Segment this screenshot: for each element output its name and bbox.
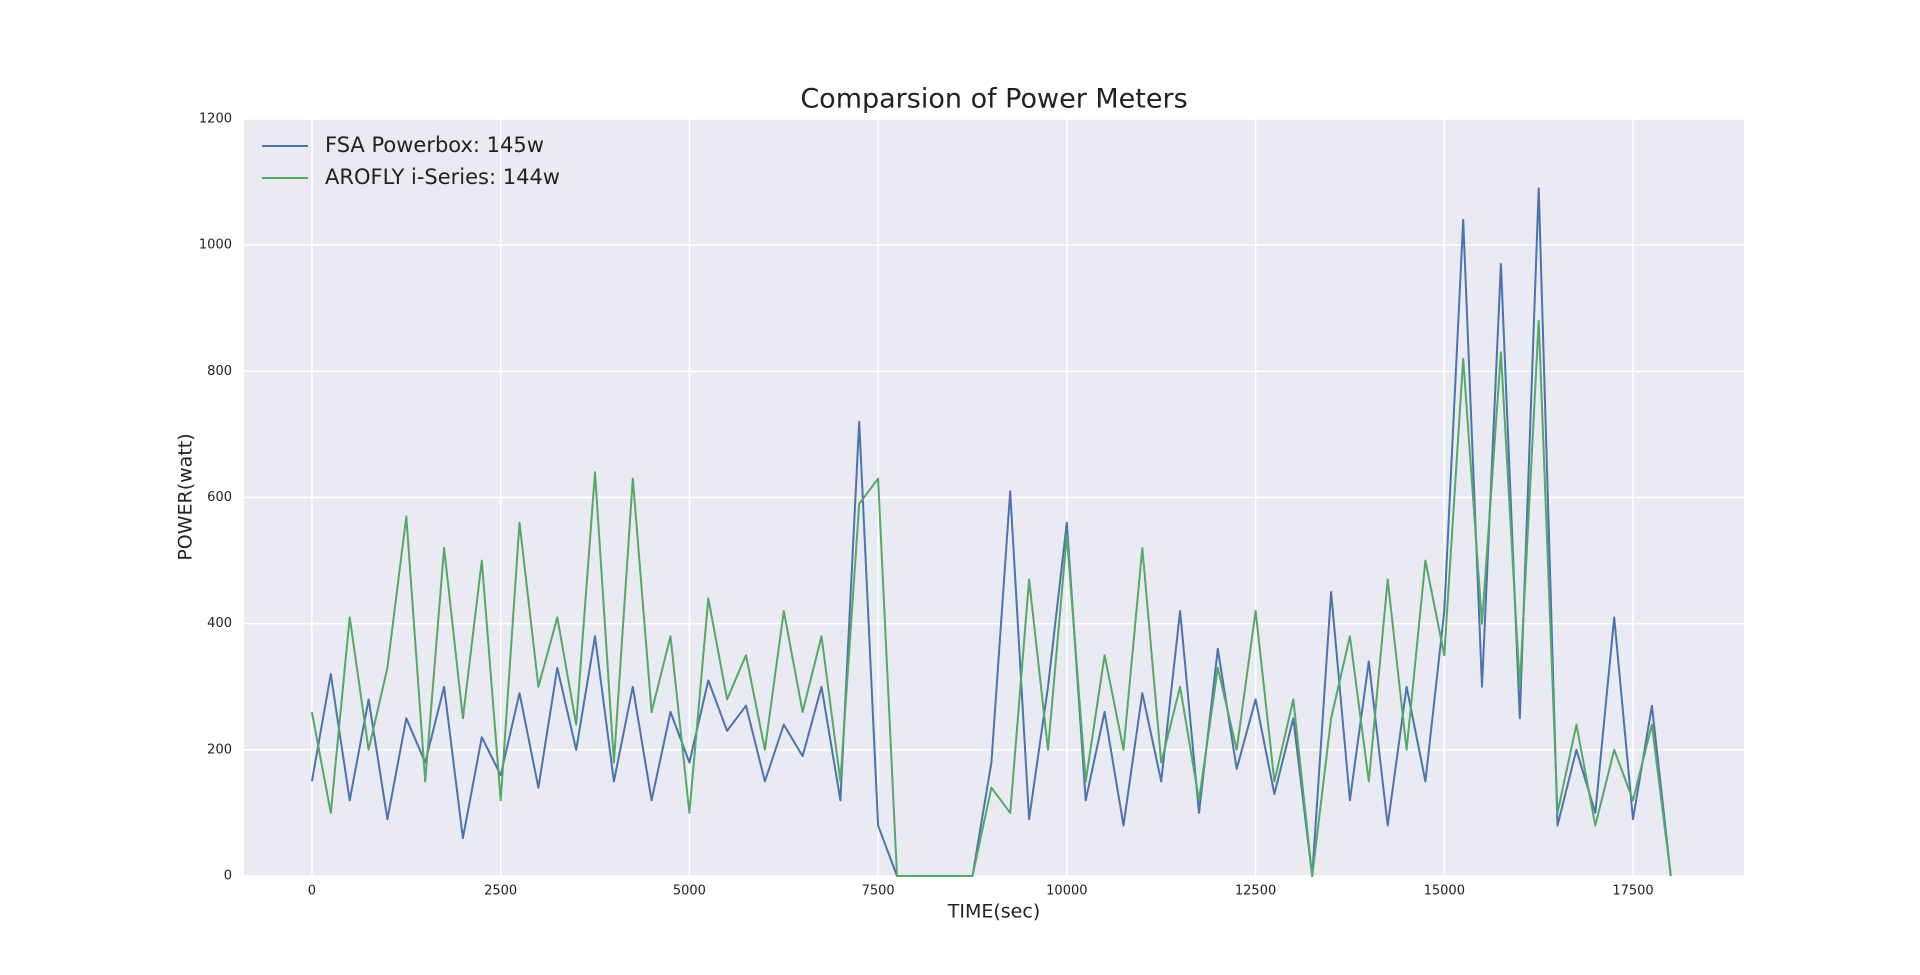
x-tick-label: 10000 [1046, 884, 1087, 899]
y-tick-label: 1000 [199, 238, 232, 253]
x-axis-label: TIME(sec) [947, 901, 1040, 923]
x-tick-label: 0 [308, 884, 316, 899]
series-line [310, 187, 1672, 877]
y-tick-label: 0 [224, 869, 232, 884]
legend-label: AROFLY i-Series: 144w [325, 165, 560, 189]
x-tick-label: 17500 [1612, 884, 1653, 899]
y-tick-label: 200 [207, 742, 232, 757]
y-axis-label: POWER(watt) [175, 433, 197, 560]
y-tick-label: 1200 [199, 112, 232, 127]
x-tick-label: 7500 [862, 884, 895, 899]
series-line [310, 319, 1672, 877]
x-tick-label: 15000 [1424, 884, 1465, 899]
x-tick-label: 5000 [673, 884, 706, 899]
y-tick-label: 400 [207, 616, 232, 631]
x-tick-label: 2500 [484, 884, 517, 899]
legend-label: FSA Powerbox: 145w [325, 133, 544, 157]
y-tick-label: 800 [207, 364, 232, 379]
y-tick-label: 600 [207, 490, 232, 505]
chart-title: Comparsion of Power Meters [800, 84, 1187, 115]
x-tick-label: 12500 [1235, 884, 1276, 899]
